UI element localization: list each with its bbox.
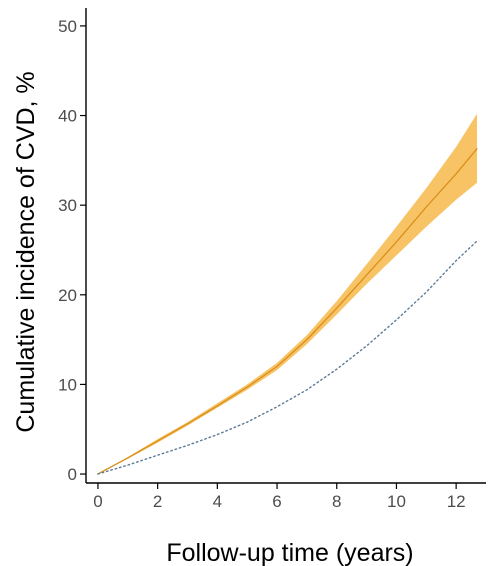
series-line-dotted — [97, 240, 478, 475]
confidence-ribbon — [97, 113, 478, 475]
x-axis-title: Follow-up time (years) — [166, 539, 413, 566]
x-tick-label: 8 — [332, 492, 341, 511]
y-axis-title: Cumulative incidence of CVD, % — [12, 71, 40, 432]
x-tick-label: 2 — [153, 492, 162, 511]
y-tick-label: 20 — [58, 286, 77, 305]
x-tick-label: 10 — [387, 492, 406, 511]
y-tick-label: 10 — [58, 375, 77, 394]
y-tick-label: 30 — [58, 196, 77, 215]
plot-area — [97, 113, 478, 475]
y-tick-label: 40 — [58, 107, 77, 126]
x-tick-label: 0 — [93, 492, 102, 511]
y-tick-label: 50 — [58, 17, 77, 36]
axes: 0 2 4 6 8 10 12 0 10 20 30 40 50 — [58, 8, 486, 511]
x-tick-label: 6 — [272, 492, 281, 511]
x-tick-label: 4 — [213, 492, 222, 511]
x-tick-label: 12 — [447, 492, 466, 511]
series-line-solid — [97, 148, 478, 475]
y-tick-label: 0 — [68, 465, 77, 484]
